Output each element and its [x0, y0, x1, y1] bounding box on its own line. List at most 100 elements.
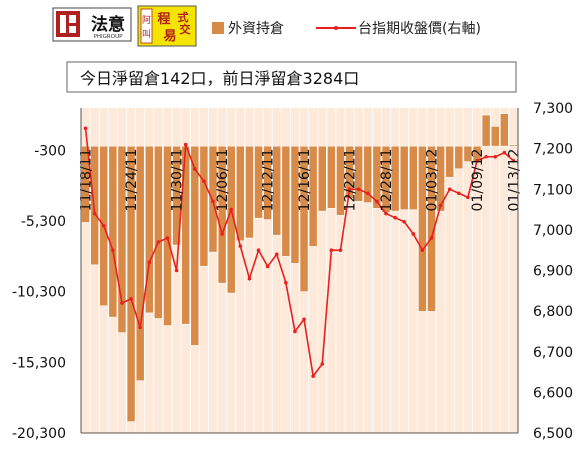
- bar-3: [108, 145, 118, 318]
- price-point-35: [402, 219, 406, 224]
- bar-31: [363, 145, 373, 203]
- bar-8: [154, 145, 163, 319]
- price-point-41: [457, 191, 461, 196]
- price-point-30: [356, 187, 361, 192]
- phigroup-logo-mark-icon: [56, 11, 80, 37]
- announcement-box: [66, 61, 517, 93]
- price-point-42: [466, 195, 470, 200]
- price-point-46: [502, 150, 507, 155]
- price-point-25: [311, 374, 315, 378]
- bar-34: [390, 145, 400, 212]
- bar-25: [308, 145, 318, 247]
- left-tick-1: -15,300: [12, 355, 66, 371]
- price-point-5: [129, 297, 133, 301]
- price-point-43: [475, 159, 479, 163]
- date-label-43: 01/09/12: [470, 149, 486, 212]
- price-line: [84, 128, 514, 379]
- legend-bar-label: 外資持倉: [228, 21, 284, 37]
- price-point-24: [302, 317, 306, 322]
- bar-17: [235, 145, 245, 242]
- program-logo-char-4: 易: [163, 29, 176, 44]
- legend-bar-swatch: [212, 22, 224, 34]
- right-tick-3: 6,800: [533, 304, 573, 320]
- bar-5: [126, 145, 136, 422]
- date-label-15: 12/06/11: [215, 149, 231, 212]
- bar-35: [399, 145, 409, 211]
- legend-line-marker: [334, 26, 338, 30]
- program-logo-char-3: 交: [180, 22, 191, 36]
- bar-24: [299, 145, 309, 292]
- bar-19: [254, 145, 263, 219]
- bar-7: [144, 145, 154, 314]
- date-label-47: 01/13/12: [506, 149, 522, 212]
- bar-20: [263, 145, 272, 220]
- bar-6: [135, 145, 145, 382]
- bar-22: [281, 145, 291, 257]
- left-axis: -20,300 -15,300 -10,300 -5,300 -300: [12, 143, 66, 442]
- right-tick-0: 6,500: [533, 426, 573, 442]
- price-point-15: [220, 232, 224, 236]
- price-point-10: [174, 268, 179, 273]
- date-labels: 11/18/11 11/24/11 11/30/11 12/06/11 12/12/11…: [79, 149, 523, 212]
- price-point-18: [247, 276, 252, 281]
- date-label-24: 12/16/11: [297, 149, 313, 212]
- right-tick-6: 7,100: [533, 182, 573, 198]
- price-point-6: [138, 325, 142, 330]
- price-point-11: [183, 142, 188, 147]
- price-point-45: [493, 154, 498, 159]
- left-tick-2: -10,300: [12, 285, 66, 301]
- phigroup-logo-subtext: PHIGROUP: [94, 34, 124, 40]
- bar-18: [245, 145, 254, 239]
- price-point-27: [329, 248, 334, 252]
- bar-38: [427, 145, 436, 312]
- price-point-33: [384, 211, 388, 216]
- price-point-16: [229, 207, 234, 212]
- legend-line-label: 台指期收盤價(右軸): [358, 20, 481, 37]
- date-label-38: 01/03/12: [425, 149, 441, 212]
- bar-21: [272, 145, 282, 236]
- bar-39: [436, 145, 445, 212]
- right-tick-1: 6,600: [533, 385, 573, 401]
- bar-45: [490, 126, 500, 147]
- price-point-34: [393, 215, 397, 220]
- right-tick-4: 6,900: [533, 264, 573, 280]
- date-label-20: 12/12/11: [261, 149, 277, 212]
- legend: 外資持倉 台指期收盤價(右軸): [212, 20, 481, 37]
- program-logo-side-1: 阿: [142, 15, 151, 26]
- left-tick-0: -20,300: [12, 426, 66, 442]
- price-point-29: [347, 187, 352, 192]
- bar-37: [418, 145, 427, 312]
- price-point-23: [293, 329, 297, 334]
- price-point-13: [202, 179, 206, 183]
- date-label-10: 11/30/11: [170, 149, 186, 212]
- bar-26: [317, 145, 327, 212]
- bar-9: [163, 145, 172, 326]
- program-logo-side-2: 叫: [142, 29, 151, 40]
- bar-46: [499, 113, 509, 147]
- price-point-36: [411, 232, 416, 236]
- price-point-2: [101, 224, 106, 228]
- price-point-19: [256, 248, 261, 252]
- bar-40: [445, 145, 455, 178]
- line-series: [83, 126, 516, 379]
- bar-4: [117, 145, 127, 333]
- program-logo-char-1: 程: [157, 12, 170, 27]
- price-point-20: [265, 264, 270, 269]
- price-point-17: [238, 244, 243, 248]
- bar-1: [90, 145, 100, 266]
- bar-28: [336, 145, 345, 216]
- price-point-28: [338, 248, 343, 252]
- bar-12: [190, 145, 200, 346]
- phigroup-logo-text: 法意: [91, 14, 125, 35]
- price-point-4: [120, 301, 124, 305]
- bar-series: [81, 113, 518, 422]
- bar-14: [208, 145, 218, 253]
- bar-42: [463, 145, 473, 162]
- right-tick-5: 7,000: [533, 223, 573, 239]
- price-point-32: [375, 199, 379, 204]
- price-point-7: [147, 260, 152, 265]
- price-point-22: [284, 280, 288, 285]
- price-point-40: [447, 187, 452, 192]
- announcement-text: 今日淨留倉142口，前日淨留倉3284口: [80, 69, 359, 88]
